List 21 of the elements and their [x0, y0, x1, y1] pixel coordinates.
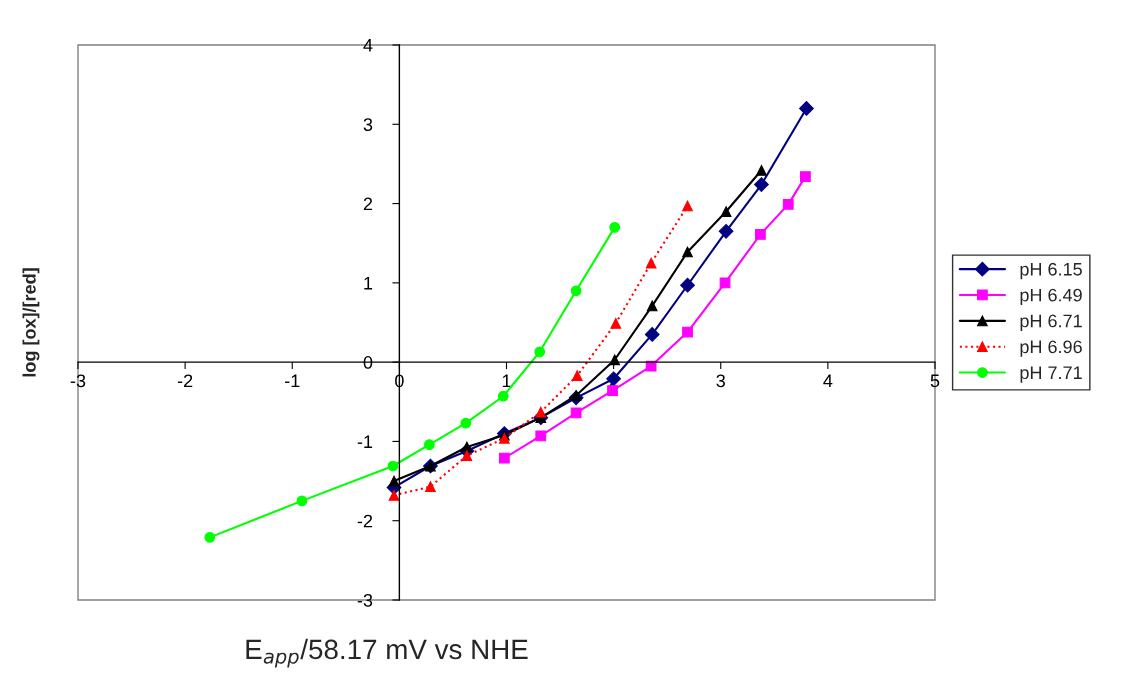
y-tick-label: -1: [357, 435, 373, 448]
legend-label: pH 6.71: [1020, 314, 1082, 331]
legend-label: pH 6.15: [1020, 262, 1082, 280]
y-tick-label: -3: [357, 593, 373, 607]
x-tick-label: 3: [716, 374, 725, 388]
x-tick-label: 5: [930, 374, 940, 388]
x-tick-label: -3: [70, 374, 86, 388]
y-tick-label: 4: [363, 39, 373, 52]
y-tick-label: 2: [363, 197, 373, 211]
x-axis-title: E$_{app}$/58.17 mV vs NHE: [246, 638, 528, 668]
y-tick-label: -2: [357, 514, 373, 528]
legend-label: pH 6.96: [1020, 340, 1082, 357]
x-tick-label: -1: [285, 374, 300, 388]
y-axis-title: log [ox]/[red]: [22, 268, 40, 377]
x-tick-label: 4: [823, 374, 833, 388]
y-tick-label: 3: [363, 118, 373, 132]
legend-label: pH 6.49: [1020, 288, 1082, 306]
x-tick-label: 1: [502, 374, 511, 388]
y-tick-label: 1: [364, 276, 373, 290]
legend-label: pH 7.71: [1020, 366, 1082, 383]
x-tick-label: -2: [177, 374, 193, 388]
